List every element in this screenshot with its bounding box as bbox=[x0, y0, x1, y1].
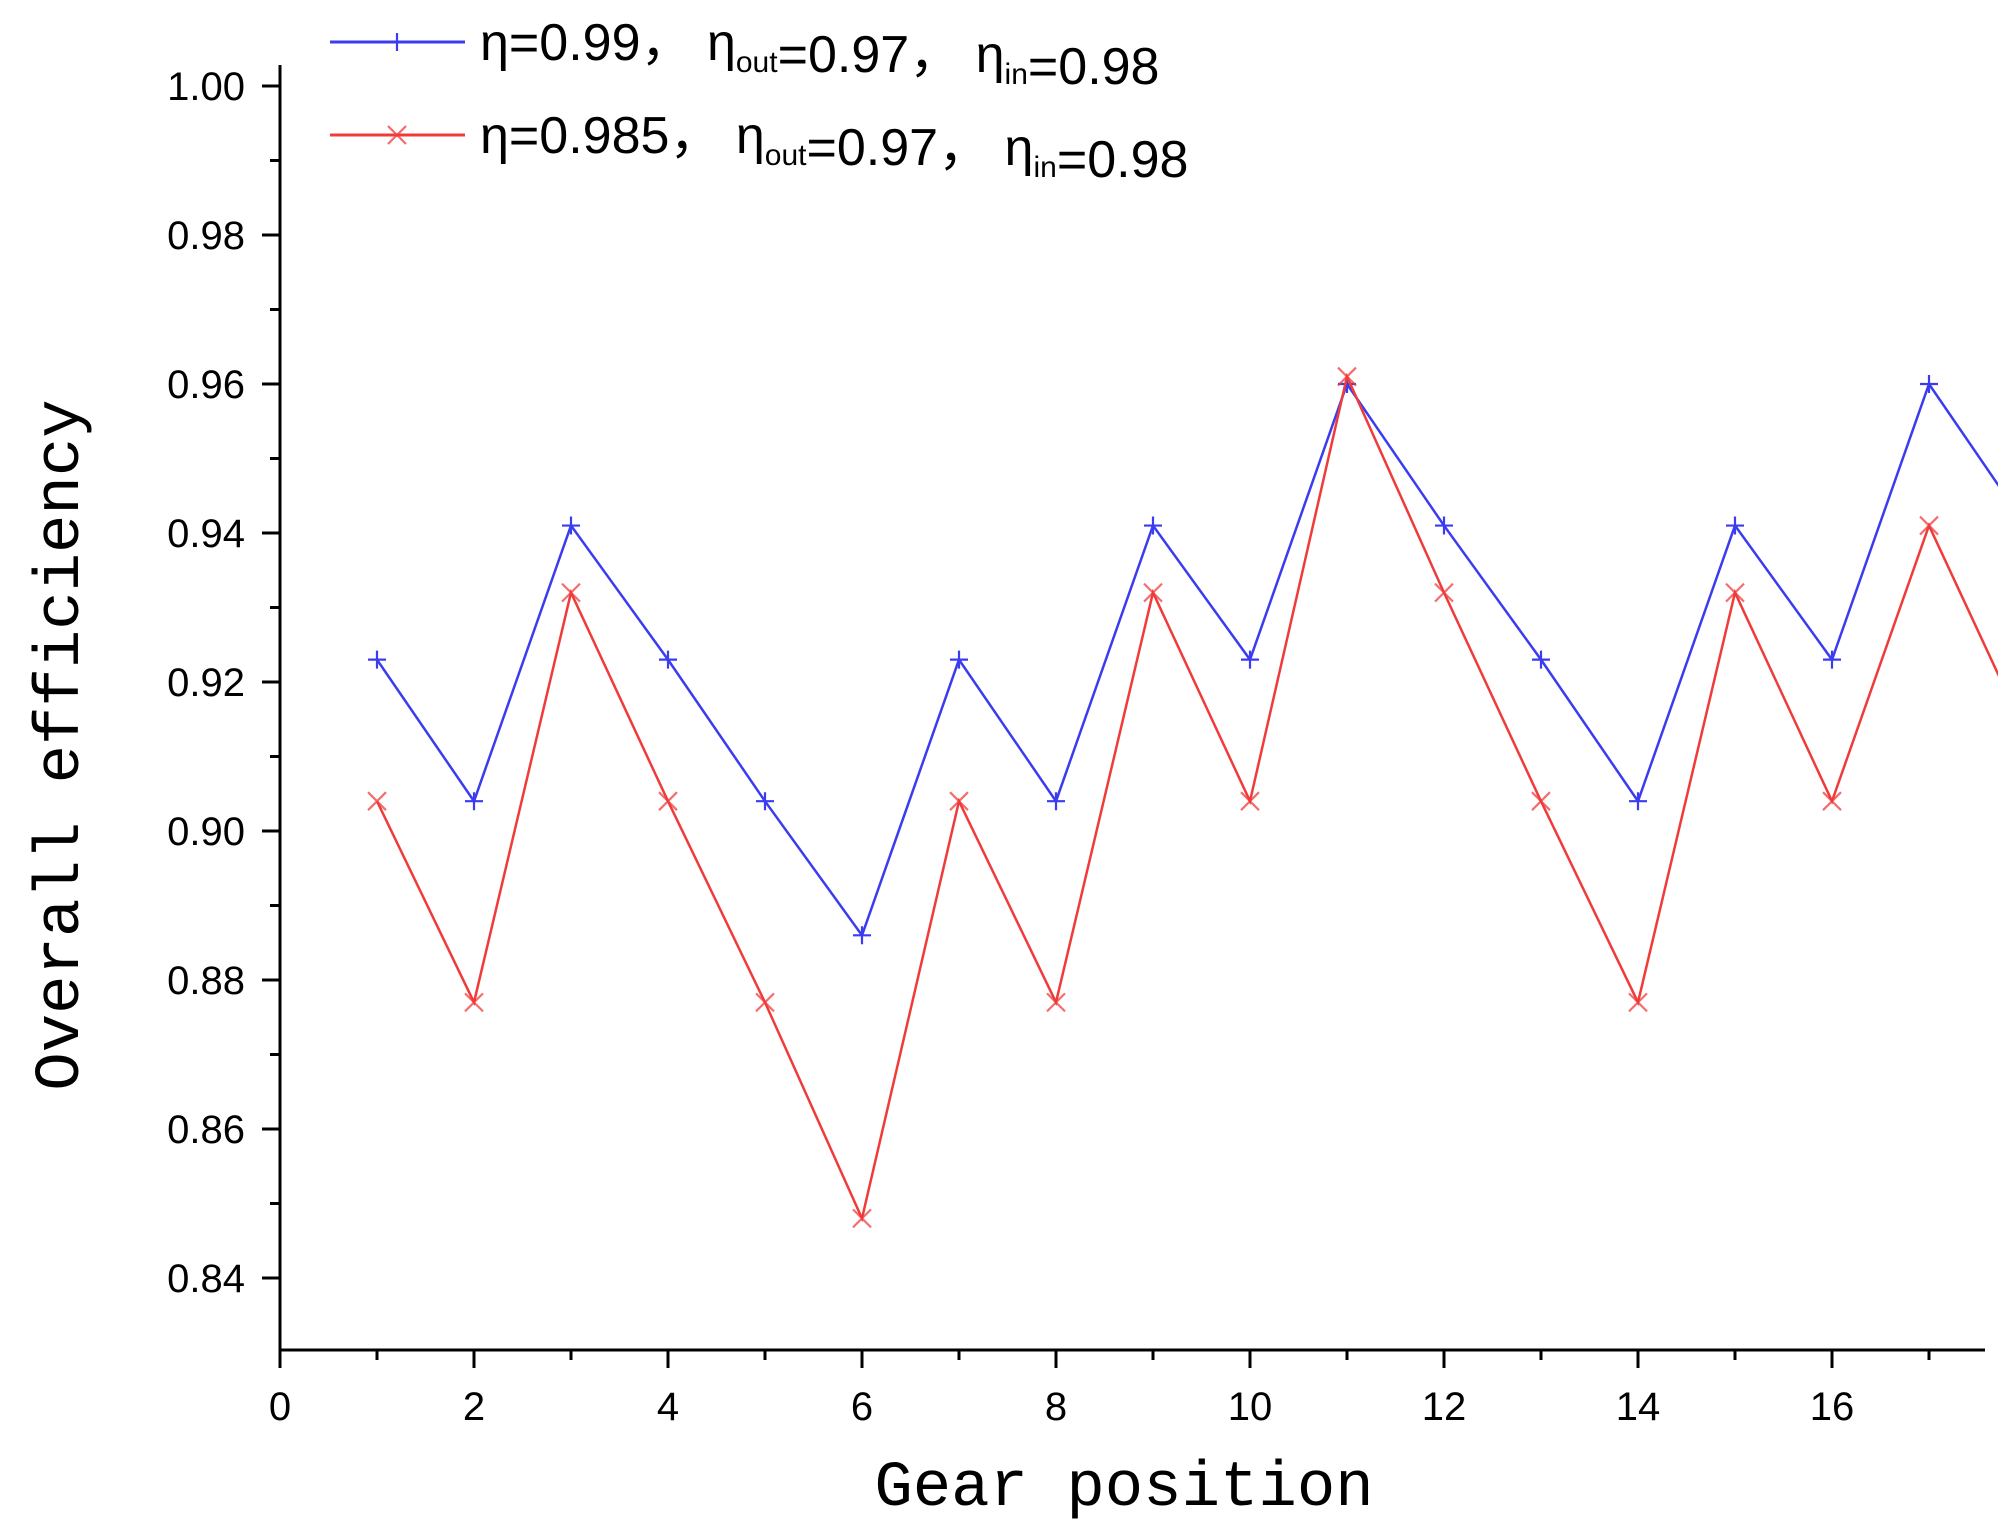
x-tick-label: 4 bbox=[657, 1385, 679, 1429]
data-point-marker bbox=[853, 926, 871, 945]
data-point-marker bbox=[1822, 791, 1842, 811]
x-tick-label: 2 bbox=[463, 1385, 485, 1429]
legend-subscript: in bbox=[1005, 58, 1028, 91]
legend-text-part: ， bbox=[641, 14, 707, 72]
legend-text-part: η bbox=[1005, 119, 1034, 177]
y-tick-label: 0.84 bbox=[167, 1257, 245, 1301]
data-point-marker bbox=[1143, 582, 1163, 603]
data-point-marker bbox=[367, 791, 387, 811]
y-tick-label: 0.96 bbox=[167, 363, 245, 407]
legend-text-part: ， bbox=[909, 26, 975, 84]
data-point-marker bbox=[949, 791, 969, 811]
data-point-marker bbox=[1628, 992, 1648, 1013]
series-2 bbox=[367, 366, 1998, 1229]
x-axis-title: Gear position bbox=[874, 1453, 1373, 1525]
legend: η=0.99， ηout=0.97， ηin=0.98η=0.985， ηout… bbox=[330, 14, 1188, 189]
x-tick-label: 8 bbox=[1045, 1385, 1067, 1429]
legend-text-part: η bbox=[976, 26, 1005, 84]
x-axis-ticks: 0246810121416182022242628303234 bbox=[269, 1350, 1931, 1429]
data-point-marker bbox=[756, 792, 774, 811]
legend-text-part: ， bbox=[669, 107, 735, 165]
data-point-marker bbox=[1823, 650, 1841, 669]
axes bbox=[278, 65, 1985, 1352]
legend-text-part: η=0.985 bbox=[480, 107, 669, 165]
x-tick-label: 10 bbox=[1228, 1385, 1273, 1429]
y-tick-label: 0.88 bbox=[167, 959, 245, 1003]
legend-label: η=0.985， ηout=0.97， ηin=0.98 bbox=[480, 107, 1188, 189]
series-2-line bbox=[375, 372, 1998, 1223]
data-point-marker bbox=[1047, 792, 1065, 811]
data-point-marker bbox=[465, 792, 483, 811]
y-tick-label: 0.94 bbox=[167, 512, 245, 556]
data-point-marker bbox=[561, 582, 581, 603]
series-layer bbox=[367, 366, 1998, 1229]
legend-text-part: =0.97 bbox=[807, 119, 939, 177]
data-point-marker bbox=[1434, 582, 1454, 603]
y-axis-title: Overall efficiency bbox=[26, 399, 98, 1090]
x-tick-label: 16 bbox=[1810, 1385, 1855, 1429]
data-point-marker bbox=[1241, 650, 1259, 669]
data-point-marker bbox=[1725, 582, 1745, 603]
data-point-marker bbox=[950, 650, 968, 669]
legend-marker-sample bbox=[388, 33, 406, 51]
data-point-marker bbox=[562, 516, 580, 535]
legend-label: η=0.99， ηout=0.97， ηin=0.98 bbox=[480, 14, 1159, 96]
data-point-marker bbox=[1435, 516, 1453, 535]
x-tick-label: 12 bbox=[1422, 1385, 1467, 1429]
data-point-marker bbox=[1629, 792, 1647, 811]
legend-subscript: in bbox=[1033, 151, 1056, 184]
legend-text-part: =0.97 bbox=[778, 26, 910, 84]
data-point-marker bbox=[1726, 516, 1744, 535]
y-tick-label: 0.98 bbox=[167, 214, 245, 258]
x-tick-label: 0 bbox=[269, 1385, 291, 1429]
data-point-marker bbox=[852, 1208, 872, 1229]
data-point-marker bbox=[755, 992, 775, 1013]
data-point-marker bbox=[1919, 515, 1939, 536]
legend-text-part: η bbox=[736, 107, 765, 165]
data-point-marker bbox=[368, 650, 386, 669]
y-axis-ticks: 0.84 0.86 0.88 0.90 0.92 0.94 0.96 0.98 1.00 bbox=[167, 65, 280, 1301]
data-point-marker bbox=[1240, 791, 1260, 811]
legend-text-part: =0.98 bbox=[1057, 131, 1189, 189]
data-point-marker bbox=[1532, 650, 1550, 669]
data-point-marker bbox=[659, 650, 677, 669]
y-tick-label: 0.92 bbox=[167, 661, 245, 705]
data-point-marker bbox=[1046, 992, 1066, 1013]
data-point-marker bbox=[464, 992, 484, 1013]
data-point-marker bbox=[1531, 791, 1551, 811]
legend-text-part: η=0.99 bbox=[480, 14, 641, 72]
legend-subscript: out bbox=[736, 46, 778, 79]
y-tick-label: 1.00 bbox=[167, 65, 245, 109]
legend-marker-sample bbox=[387, 125, 407, 145]
legend-entry-2: η=0.985， ηout=0.97， ηin=0.98 bbox=[330, 107, 1188, 189]
data-point-marker bbox=[1920, 375, 1938, 393]
legend-entry-1: η=0.99， ηout=0.97， ηin=0.98 bbox=[330, 14, 1159, 96]
legend-text-part: ， bbox=[938, 119, 1004, 177]
y-tick-label: 0.90 bbox=[167, 810, 245, 854]
data-point-marker bbox=[1337, 366, 1357, 387]
x-tick-label: 14 bbox=[1616, 1385, 1661, 1429]
legend-text-part: =0.98 bbox=[1028, 38, 1160, 96]
series-1 bbox=[368, 375, 1998, 945]
data-point-marker bbox=[1144, 516, 1162, 535]
data-point-marker bbox=[658, 791, 678, 811]
y-tick-label: 0.86 bbox=[167, 1108, 245, 1152]
legend-subscript: out bbox=[765, 139, 807, 172]
series-1-line bbox=[375, 381, 1998, 938]
x-tick-label: 6 bbox=[851, 1385, 873, 1429]
legend-text-part: η bbox=[707, 14, 736, 72]
